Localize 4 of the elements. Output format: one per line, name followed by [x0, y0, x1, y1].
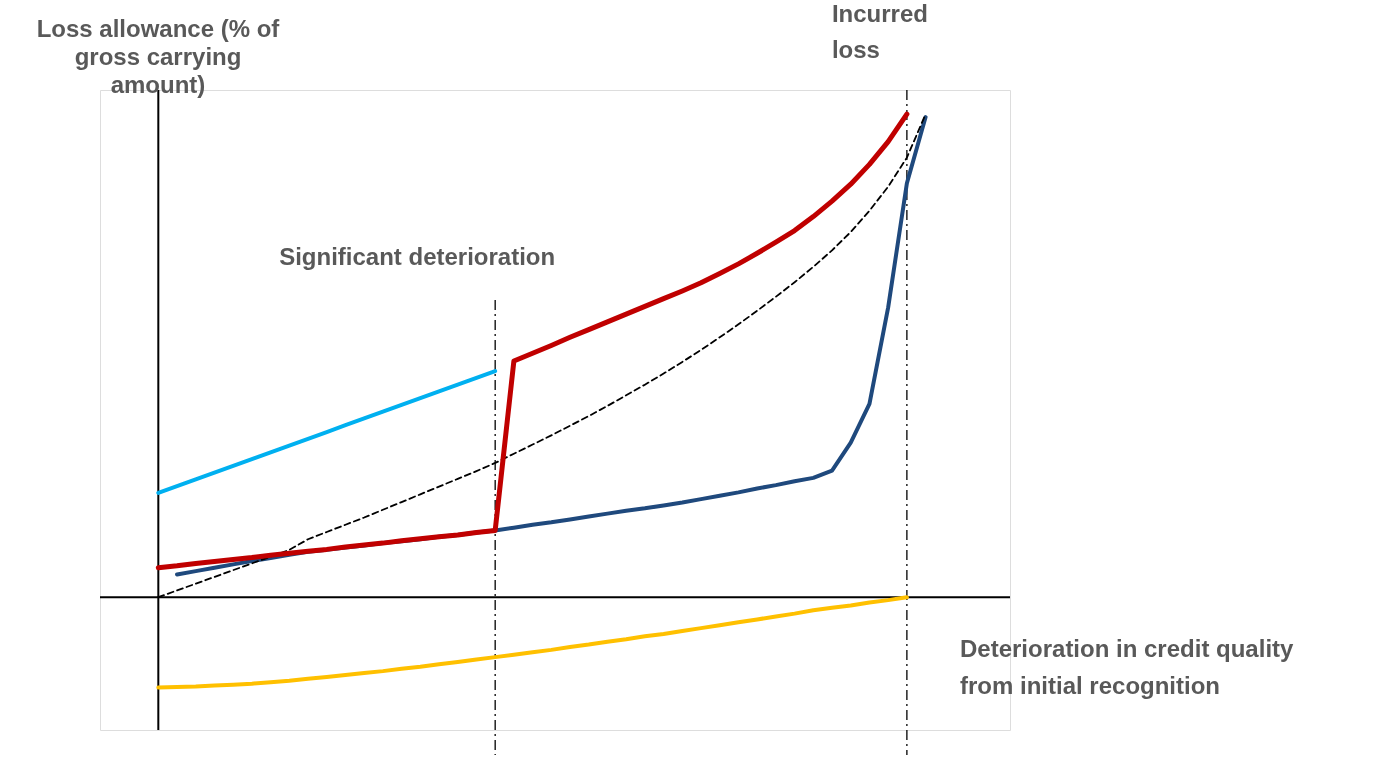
annotation: Significant deterioration [279, 243, 556, 270]
y-axis-title: Loss allowance (% of gross carrying amount) [36, 15, 281, 98]
text: Incurred loss [831, 0, 928, 63]
x-axis-title: Deterioration in credit quality from initial recognition [960, 635, 1295, 699]
